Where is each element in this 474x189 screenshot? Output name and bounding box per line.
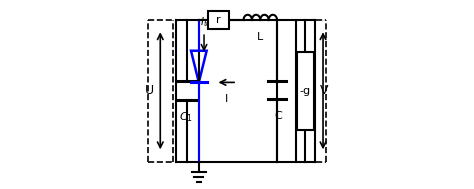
Text: -g: -g bbox=[300, 86, 311, 96]
FancyBboxPatch shape bbox=[297, 52, 314, 130]
FancyBboxPatch shape bbox=[208, 11, 228, 29]
Text: C: C bbox=[274, 111, 282, 121]
Text: V: V bbox=[320, 84, 328, 97]
Text: U: U bbox=[146, 84, 155, 97]
Text: I: I bbox=[225, 94, 228, 104]
Text: $C_1$: $C_1$ bbox=[179, 110, 193, 124]
Text: r: r bbox=[216, 15, 221, 25]
Text: $I_{td}$: $I_{td}$ bbox=[200, 15, 212, 29]
Text: L: L bbox=[257, 32, 264, 42]
